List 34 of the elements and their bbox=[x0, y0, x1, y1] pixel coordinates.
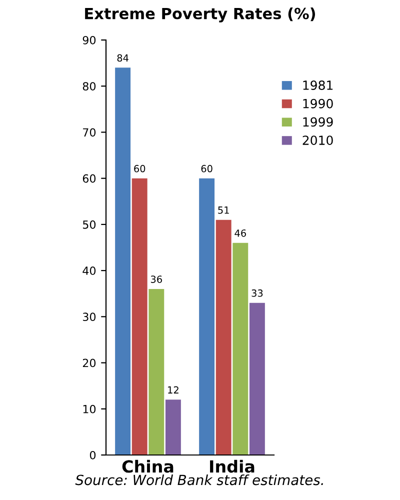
bar bbox=[132, 178, 148, 455]
data-label: 46 bbox=[234, 229, 246, 237]
y-tick-label: 10 bbox=[83, 404, 96, 414]
bar bbox=[216, 220, 232, 455]
bar bbox=[232, 242, 248, 455]
y-tick-label: 0 bbox=[90, 450, 96, 460]
data-label: 60 bbox=[201, 164, 212, 172]
y-tick-label: 90 bbox=[82, 36, 96, 44]
legend-label: 2010 bbox=[302, 136, 333, 146]
y-tick-label: 60 bbox=[82, 174, 96, 183]
source-note: Source: World Bank staff estimates. bbox=[75, 474, 323, 486]
y-tick-label: 20 bbox=[82, 358, 96, 368]
data-label: 51 bbox=[218, 206, 229, 214]
bar bbox=[115, 68, 131, 455]
bar bbox=[249, 302, 265, 455]
bar bbox=[148, 289, 164, 455]
legend-label: 1990 bbox=[303, 98, 333, 108]
bar bbox=[199, 178, 215, 455]
data-label: 84 bbox=[117, 54, 128, 62]
y-tick-label: 30 bbox=[82, 312, 96, 322]
data-label: 36 bbox=[150, 276, 162, 283]
y-tick-label: 80 bbox=[82, 82, 96, 90]
data-label: 12 bbox=[168, 386, 178, 394]
data-label: 33 bbox=[252, 289, 263, 297]
legend-label: 1981 bbox=[303, 80, 333, 90]
y-tick-label: 70 bbox=[83, 128, 96, 137]
data-label: 60 bbox=[134, 164, 146, 172]
x-tick-label: India bbox=[210, 460, 254, 473]
chart-title: Extreme Poverty Rates (%) bbox=[85, 8, 316, 22]
y-tick-label: 50 bbox=[82, 220, 96, 229]
legend-label: 1999 bbox=[303, 117, 333, 127]
y-tick-label: 40 bbox=[82, 266, 96, 275]
x-tick-label: China bbox=[122, 460, 174, 473]
bar bbox=[165, 400, 181, 455]
